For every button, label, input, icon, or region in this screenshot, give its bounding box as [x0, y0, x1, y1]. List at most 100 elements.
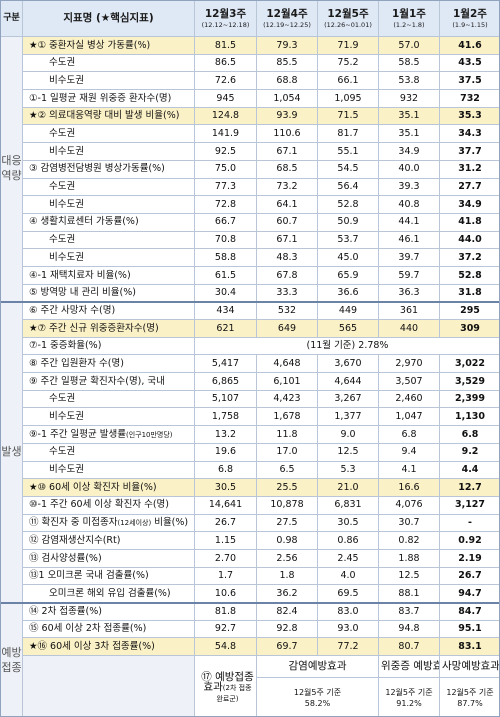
indicator-label: ⑧ 주간 입원환자 수(명) — [29, 357, 124, 369]
indicator-label: ④ 생활치료센터 가동률(%) — [29, 216, 139, 228]
table-row: ⑩-1 주간 60세 이상 확진자 수(명) 14,641 10,878 6,831 4… — [1, 495, 500, 515]
indicator-label: ⑫ 감염재생산지수(Rt) — [29, 534, 121, 546]
effect-note: (2차 접종완료군) — [216, 684, 252, 703]
header-row: 구분 지표명 (★핵심지표) 12월3주 (12.12~12.18) 12월4주(… — [0, 0, 500, 37]
indicator-label: ⑩-1 주간 60세 이상 확진자 수(명) — [29, 499, 169, 511]
table-row: ⑫ 감염재생산지수(Rt) 1.15 0.98 0.86 0.82 0.92 — [1, 531, 500, 550]
table-row: ⑪ 확진자 중 미접종자(12세이상) 비율(%) 26.7 27.5 30.5 30.… — [1, 513, 500, 533]
table-row: ⑦-1 중증화율(%) (11월 기준) 2.78% — [1, 336, 500, 356]
value-cell: 621 — [194, 319, 257, 338]
week-header-2: 12월4주 (12.19~12.25) — [256, 0, 318, 37]
week-header-4: 1월1주 (1.2~1.8) — [378, 0, 440, 37]
effect-label: ⑰ 예방접종효과 — [201, 670, 254, 694]
indicator-label: ⑥ 주간 사망자 수(명) — [29, 305, 116, 317]
table-row: 발생 ⑥ 주간 사망자 수(명) 434 532 449 361 295 — [0, 300, 500, 603]
indicator-label: 수도권 — [49, 234, 76, 246]
indicator-suffix: 비율(%) — [151, 517, 189, 529]
table-row: 비수도권 1,758 1,678 1,377 1,047 1,130 — [1, 407, 500, 427]
table-row: ③ 감염병전담병원 병상가동률(%) 75.0 68.5 54.5 40.0 31.2 — [1, 159, 500, 179]
indicator-label: ⑨-1 주간 일평균 발생률 — [29, 428, 126, 440]
indicator-label: ★⑦ 주간 신규 위중증환자수(명) — [29, 322, 159, 334]
effect-percent: 87.7% — [457, 698, 483, 708]
indicator-label: 수도권 — [49, 128, 76, 140]
effect-value: 12월5주 기준 58.2% — [256, 677, 379, 717]
indicator-label: ⑮ 60세 이상 2차 접종률(%) — [29, 623, 147, 635]
indicator-label: 비수도권 — [49, 145, 84, 157]
indicator-label: 수도권 — [49, 181, 76, 193]
table-row: 수도권 141.9 110.6 81.7 35.1 34.3 — [1, 124, 500, 144]
table-row: 수도권 5,107 4,423 3,267 2,460 2,399 — [1, 389, 500, 409]
indicator-label: 수도권 — [49, 57, 76, 69]
indicator-label: 오미크론 해외 유입 검출률(%) — [49, 587, 171, 599]
effect-percent: 91.2% — [396, 698, 422, 708]
value-cell: 649 — [256, 319, 318, 338]
effect-basis: 12월5주 기준 — [293, 687, 342, 697]
table-row: ★⑦ 주간 신규 위중증환자수(명) 621 649 565 440 309 — [1, 319, 500, 338]
value-cell: 54.8 — [194, 637, 257, 657]
effect-basis: 12월5주 기준 — [385, 687, 433, 697]
indicator-label: ⑦-1 중증화율(%) — [29, 340, 102, 352]
table-row: 비수도권 72.6 68.8 66.1 53.8 37.5 — [1, 71, 500, 91]
indicator-label: 수도권 — [49, 393, 76, 405]
table-row: 오미크론 해외 유입 검출률(%) 10.6 36.2 69.5 88.1 94.7 — [1, 584, 500, 603]
indicator-label: ★⑩ 60세 이상 확진자 비율(%) — [29, 481, 157, 493]
indicator-label: 비수도권 — [49, 74, 84, 86]
indicator-label: ⑤ 방역망 내 관리 비율(%) — [29, 286, 136, 298]
indicator-name: ⑨-1 주간 일평균 발생률(인구10만명당) — [22, 425, 195, 444]
indicator-name: ★⑯ 60세 이상 3차 접종률(%) — [22, 637, 195, 657]
week-header-3: 12월5주 (12.26~01.01) — [317, 0, 379, 37]
indicator-label: 수도권 — [49, 446, 76, 458]
indicator-label: ⑭ 2차 접종률(%) — [29, 605, 102, 617]
table-row: 비수도권 58.8 48.3 45.0 39.7 37.2 — [1, 248, 500, 267]
table-row: 수도권 77.3 73.2 56.4 39.3 27.7 — [1, 177, 500, 197]
indicator-label: 비수도권 — [49, 251, 84, 263]
indicator-label: ⑬1 오미크론 국내 검출률(%) — [29, 570, 149, 582]
indicator-label: ①-1 일평균 재원 위중증 환자수(명) — [29, 92, 172, 104]
effect-header: 위중증 예방효과 — [378, 655, 440, 679]
week-header-5: 1월2주 (1.9~1.15) — [439, 0, 500, 37]
value-cell: 69.7 — [256, 637, 318, 657]
group-label-response: 대응역량 — [0, 35, 23, 303]
indicator-name: ★⑦ 주간 신규 위중증환자수(명) — [22, 319, 195, 338]
indicator-label: ④-1 재택치료자 비율(%) — [29, 269, 131, 281]
value-cell: 83.1 — [439, 637, 500, 657]
effect-basis: 12월5주 기준 — [446, 687, 494, 697]
table-row: ⑧ 주간 입원환자 수(명) 5,417 4,648 3,670 2,970 3,022 — [1, 354, 500, 374]
indicator-label: 비수도권 — [49, 411, 84, 423]
indicator-label: ★② 의료대응역량 대비 발생 비율(%) — [29, 110, 180, 122]
table-row: ★⑩ 60세 이상 확진자 비율(%) 30.5 25.5 21.0 16.6 12.7 — [1, 478, 500, 497]
indicator-label: ⑨ 주간 일평균 확진자수(명), 국내 — [29, 375, 165, 387]
value-cell: 71.9 — [317, 36, 379, 55]
table-row: ⑤ 방역망 내 관리 비율(%) 30.4 33.3 36.6 36.3 31.8 — [1, 283, 500, 303]
indicator-label: ★① 중환자실 병상 가동률(%) — [29, 39, 151, 51]
table-row: ⑬1 오미크론 국내 검출률(%) 1.7 1.8 4.0 12.5 26.7 — [1, 566, 500, 586]
indicator-label: 비수도권 — [49, 198, 84, 210]
indicator-note: (인구10만명당) — [125, 430, 173, 439]
table-row: 예방접종 ⑭ 2차 접종률(%) 81.8 82.4 83.0 83.7 84.7 — [0, 601, 500, 717]
value-cell: 25.5 — [256, 478, 318, 497]
value-cell: 79.3 — [256, 36, 318, 55]
effect-group-cell — [22, 655, 195, 717]
table-row: ⑬ 검사양성률(%) 2.70 2.56 2.45 1.88 2.19 — [1, 548, 500, 568]
indicator-label: ⑪ 확진자 중 미접종자 — [29, 517, 118, 529]
effect-value-row: 12월5주 기준 58.2% 12월5주 기준 91.2% 12월5주 기준 87.7% — [1, 677, 500, 717]
value-cell: 440 — [378, 319, 440, 338]
indicator-label: 비수도권 — [49, 464, 84, 476]
table-row: ★⑯ 60세 이상 3차 접종률(%) 54.8 69.7 77.2 80.7 83.1 — [1, 637, 500, 657]
table-row: ④ 생활치료센터 가동률(%) 66.7 60.7 50.9 44.1 41.8 — [1, 212, 500, 232]
table-row: ⑨ 주간 일평균 확진자수(명), 국내 6,865 6,101 4,644 3,507… — [1, 372, 500, 391]
effect-value: 12월5주 기준 87.7% — [439, 677, 500, 717]
week-header-1: 12월3주 (12.12~12.18) — [194, 0, 257, 37]
indicator-label: ③ 감염병전담병원 병상가동률(%) — [29, 163, 165, 175]
effect-percent: 58.2% — [304, 698, 331, 708]
group-label-outbreak: 발생 — [0, 300, 23, 603]
indicator-header: 지표명 (★핵심지표) — [22, 0, 195, 37]
table-row: 대응역량 ★① 중환자실 병상 가동률(%) 81.5 79.3 71.9 57.0 41.… — [0, 35, 500, 303]
table-row: ④-1 재택치료자 비율(%) 61.5 67.8 65.9 59.7 52.8 — [1, 265, 500, 285]
indicator-label: ⑬ 검사양성률(%) — [29, 552, 102, 564]
table-row: 수도권 19.6 17.0 12.5 9.4 9.2 — [1, 442, 500, 462]
value-cell: 565 — [317, 319, 379, 338]
